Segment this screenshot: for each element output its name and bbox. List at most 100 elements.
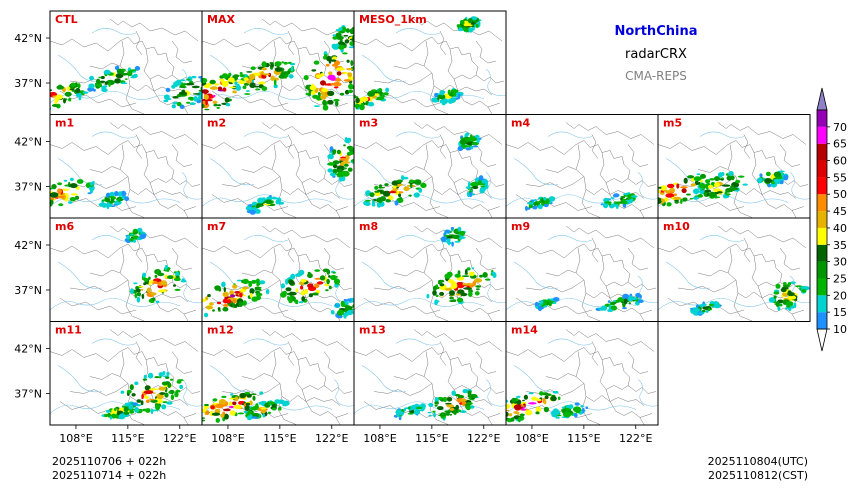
- reflectivity-cell: [280, 283, 286, 289]
- reflectivity-cell: [254, 85, 260, 88]
- reflectivity-cell: [222, 298, 229, 304]
- reflectivity-cell: [471, 145, 479, 148]
- reflectivity-cell: [777, 306, 781, 311]
- reflectivity-cell: [221, 395, 227, 398]
- reflectivity-cell: [224, 97, 230, 103]
- reflectivity-cell: [310, 90, 316, 96]
- reflectivity-cell: [338, 27, 343, 31]
- colorbar-extend-min: [816, 328, 828, 352]
- reflectivity-cell: [392, 185, 397, 189]
- reflectivity-cell: [333, 86, 339, 89]
- reflectivity-cell: [348, 83, 354, 90]
- reflectivity-cell: [517, 416, 521, 423]
- reflectivity-cell: [416, 406, 423, 410]
- reflectivity-cell: [212, 100, 218, 105]
- reflectivity-cell: [150, 292, 157, 296]
- reflectivity-cell: [28, 105, 33, 111]
- reflectivity-cell: [713, 196, 721, 199]
- reflectivity-cell: [215, 403, 224, 409]
- reflectivity-cell: [36, 197, 40, 199]
- reflectivity-cell: [474, 291, 480, 296]
- reflectivity-cell: [347, 72, 353, 78]
- reflectivity-cell: [472, 185, 479, 190]
- reflectivity-cell: [268, 411, 272, 414]
- reflectivity-cell: [120, 390, 125, 394]
- reflectivity-cell: [128, 403, 134, 410]
- reflectivity-cell: [146, 287, 151, 293]
- reflectivity-cell: [242, 278, 249, 284]
- reflectivity-cell: [532, 205, 538, 210]
- reflectivity-cell: [343, 298, 347, 302]
- reflectivity-cell: [601, 305, 608, 311]
- reflectivity-cell: [262, 413, 266, 418]
- reflectivity-cell: [434, 300, 440, 303]
- reflectivity-cell: [44, 101, 47, 107]
- reflectivity-cell: [43, 206, 48, 209]
- reflectivity-cell: [446, 271, 453, 278]
- reflectivity-cell: [620, 196, 626, 199]
- reflectivity-cell: [336, 172, 345, 178]
- reflectivity-cell: [265, 199, 272, 204]
- reflectivity-cell: [262, 73, 270, 76]
- reflectivity-cell: [314, 283, 320, 289]
- reflectivity-cell: [232, 401, 237, 406]
- reflectivity-cell: [50, 187, 54, 190]
- reflectivity-cell: [693, 311, 698, 316]
- reflectivity-cell: [101, 202, 107, 208]
- panel-m2: m2: [201, 114, 355, 219]
- reflectivity-cell: [527, 202, 535, 205]
- reflectivity-cell: [457, 226, 462, 232]
- reflectivity-cell: [464, 268, 468, 275]
- reflectivity-cell: [544, 395, 549, 400]
- reflectivity-cell: [149, 398, 155, 401]
- reflectivity-cell: [397, 183, 404, 186]
- reflectivity-cell: [99, 80, 106, 84]
- reflectivity-cell: [696, 304, 699, 308]
- reflectivity-cell: [388, 191, 397, 194]
- reflectivity-cell: [277, 201, 282, 205]
- reflectivity-cell: [506, 411, 509, 417]
- reflectivity-cell: [332, 271, 336, 274]
- reflectivity-cell: [290, 63, 293, 66]
- colorbar-tick-label: 55: [833, 171, 847, 184]
- colorbar: 10 15 20 25 30 35 40 45 50 55 60 65 70: [816, 87, 847, 352]
- reflectivity-cell: [773, 291, 780, 295]
- reflectivity-cell: [611, 301, 617, 305]
- system-title: CMA-REPS: [625, 69, 687, 83]
- reflectivity-cell: [108, 200, 116, 203]
- reflectivity-cell: [229, 86, 237, 89]
- reflectivity-cell: [46, 87, 49, 91]
- reflectivity-cell: [88, 83, 95, 89]
- reflectivity-cell: [249, 209, 256, 215]
- lon-tick-label: 115°E: [567, 432, 600, 445]
- reflectivity-cell: [378, 91, 383, 96]
- reflectivity-cell: [322, 104, 329, 111]
- reflectivity-cell: [109, 416, 113, 420]
- reflectivity-cell: [354, 96, 359, 99]
- reflectivity-cell: [321, 88, 328, 93]
- reflectivity-cell: [161, 404, 167, 410]
- reflectivity-cell: [56, 85, 64, 90]
- reflectivity-cell: [166, 268, 170, 272]
- reflectivity-cell: [204, 312, 209, 318]
- reflectivity-cell: [274, 67, 283, 72]
- reflectivity-cell: [725, 193, 731, 196]
- panel-label: CTL: [55, 13, 78, 26]
- reflectivity-cell: [432, 285, 437, 291]
- reflectivity-cell: [259, 280, 266, 285]
- reflectivity-cell: [272, 77, 279, 81]
- reflectivity-cell: [454, 240, 461, 243]
- reflectivity-cell: [623, 298, 628, 305]
- reflectivity-cell: [77, 83, 81, 89]
- reflectivity-cell: [434, 404, 438, 407]
- reflectivity-cell: [635, 292, 641, 298]
- reflectivity-cell: [470, 181, 479, 187]
- reflectivity-cell: [155, 300, 160, 303]
- reflectivity-cell: [460, 292, 468, 297]
- reflectivity-cell: [428, 402, 434, 407]
- reflectivity-cell: [721, 184, 731, 187]
- reflectivity-cell: [295, 302, 299, 305]
- reflectivity-cell: [445, 402, 452, 405]
- reflectivity-cell: [312, 94, 319, 99]
- reflectivity-cell: [374, 185, 379, 190]
